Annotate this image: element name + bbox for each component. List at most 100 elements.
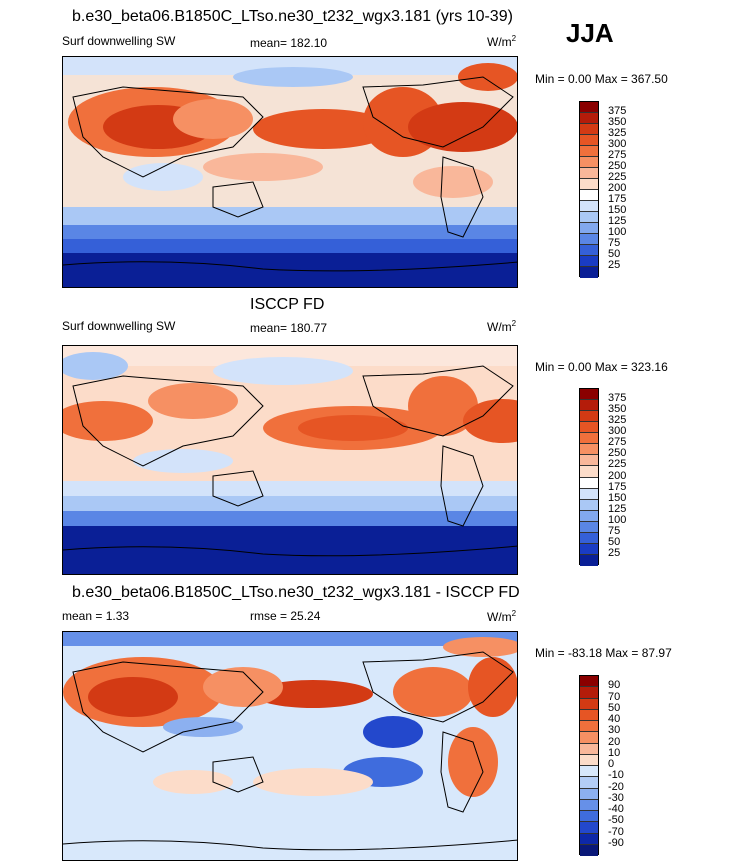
colorbar-tick-label: -50	[608, 814, 624, 827]
colorbar-swatch	[580, 532, 598, 544]
colorbar-swatch	[580, 743, 598, 755]
colorbar-swatch	[580, 146, 598, 157]
panel1-title: b.e30_beta06.B1850C_LTso.ne30_t232_wgx3.…	[72, 8, 513, 25]
colorbar-tick-label: 150	[608, 204, 627, 216]
colorbar-swatch	[580, 223, 598, 234]
colorbar-tick-label: -90	[608, 836, 624, 849]
colorbar-swatch	[580, 543, 598, 555]
colorbar-swatch	[580, 754, 598, 766]
colorbar-swatch	[580, 811, 598, 823]
colorbar-swatch	[580, 521, 598, 533]
colorbar-tick-label: 250	[608, 447, 627, 460]
colorbar-swatch	[580, 844, 598, 856]
colorbar-swatch	[580, 709, 598, 721]
panel1-colorbar	[579, 101, 599, 278]
panel3-map	[62, 631, 518, 861]
colorbar-tick-label: 125	[608, 215, 627, 227]
panel2-variable-label: Surf downwelling SW	[62, 319, 176, 333]
colorbar-tick-label: 20	[608, 735, 621, 748]
colorbar-tick-label: 350	[608, 403, 627, 416]
panel3-rmse-label: rmse = 25.24	[250, 609, 321, 623]
panel3-map-field	[63, 632, 517, 860]
colorbar-swatch	[580, 799, 598, 811]
colorbar-swatch	[580, 777, 598, 789]
panel2-map-field	[63, 346, 517, 574]
colorbar-swatch	[580, 676, 598, 688]
colorbar-swatch	[580, 212, 598, 223]
colorbar-swatch	[580, 455, 598, 467]
panel3-mean-label: mean = 1.33	[62, 609, 130, 623]
colorbar-tick-label: 225	[608, 171, 627, 183]
colorbar-tick-label: 350	[608, 116, 627, 128]
colorbar-tick-label: 175	[608, 480, 627, 493]
colorbar-tick-label: 275	[608, 149, 627, 161]
colorbar-swatch	[580, 135, 598, 146]
colorbar-swatch	[580, 687, 598, 699]
colorbar-swatch	[580, 400, 598, 412]
colorbar-tick-label: -30	[608, 791, 624, 804]
colorbar-tick-label: 75	[608, 237, 621, 249]
panel1-map-field	[63, 57, 517, 287]
colorbar-tick-label: 70	[608, 690, 621, 703]
colorbar-tick-label: -10	[608, 769, 624, 782]
colorbar-tick-label: -70	[608, 825, 624, 838]
colorbar-tick-label: 25	[608, 259, 621, 271]
colorbar-swatch	[580, 389, 598, 401]
colorbar-tick-label: 150	[608, 491, 627, 504]
colorbar-swatch	[580, 554, 598, 566]
panel2-colorbar	[579, 388, 599, 566]
panel2-units: W/m2	[487, 319, 517, 334]
colorbar-swatch	[580, 833, 598, 845]
colorbar-swatch	[580, 499, 598, 511]
panel1-variable-label: Surf downwelling SW	[62, 34, 176, 48]
colorbar-swatch	[580, 422, 598, 434]
colorbar-tick-label: -40	[608, 803, 624, 815]
colorbar-swatch	[580, 766, 598, 778]
colorbar-swatch	[580, 444, 598, 456]
colorbar-tick-label: 50	[608, 535, 621, 548]
colorbar-tick-label: 100	[608, 513, 627, 526]
colorbar-swatch	[580, 168, 598, 179]
colorbar-swatch	[580, 256, 598, 267]
panel3-colorbar	[579, 675, 599, 856]
colorbar-swatch	[580, 698, 598, 710]
colorbar-swatch	[580, 433, 598, 445]
panel2-map	[62, 345, 518, 575]
colorbar-swatch	[580, 788, 598, 800]
panel1-map	[62, 56, 518, 288]
colorbar-tick-label: 275	[608, 436, 627, 449]
colorbar-swatch	[580, 466, 598, 478]
panel1-mean-label: mean= 182.10	[250, 36, 328, 50]
colorbar-tick-label: 325	[608, 127, 627, 139]
colorbar-swatch	[580, 267, 598, 278]
colorbar-tick-label: 100	[608, 226, 627, 238]
colorbar-tick-label: 375	[608, 392, 627, 405]
colorbar-swatch	[580, 411, 598, 423]
season-label: JJA	[566, 18, 614, 48]
colorbar-tick-label: 200	[608, 182, 627, 194]
colorbar-tick-label: 300	[608, 138, 627, 150]
colorbar-swatch	[580, 113, 598, 124]
colorbar-swatch	[580, 124, 598, 135]
colorbar-swatch	[580, 822, 598, 834]
colorbar-swatch	[580, 510, 598, 522]
colorbar-swatch	[580, 201, 598, 212]
colorbar-tick-label: 10	[608, 746, 621, 759]
colorbar-swatch	[580, 157, 598, 168]
colorbar-tick-label: 50	[608, 701, 621, 714]
colorbar-tick-label: 175	[608, 193, 627, 205]
colorbar-tick-label: 0	[608, 758, 615, 770]
colorbar-tick-label: 30	[608, 724, 621, 737]
colorbar-tick-label: 90	[608, 679, 621, 692]
colorbar-swatch	[580, 245, 598, 256]
colorbar-tick-label: 225	[608, 458, 627, 471]
colorbar-swatch	[580, 102, 598, 113]
colorbar-swatch	[580, 488, 598, 500]
colorbar-tick-label: 325	[608, 414, 627, 427]
colorbar-tick-label: 300	[608, 425, 627, 438]
panel3-minmax: Min = -83.18 Max = 87.97	[535, 646, 672, 660]
panel2-mean-label: mean= 180.77	[250, 321, 328, 335]
panel3-units: W/m2	[487, 609, 517, 624]
colorbar-tick-label: 75	[608, 524, 621, 537]
colorbar-swatch	[580, 190, 598, 201]
